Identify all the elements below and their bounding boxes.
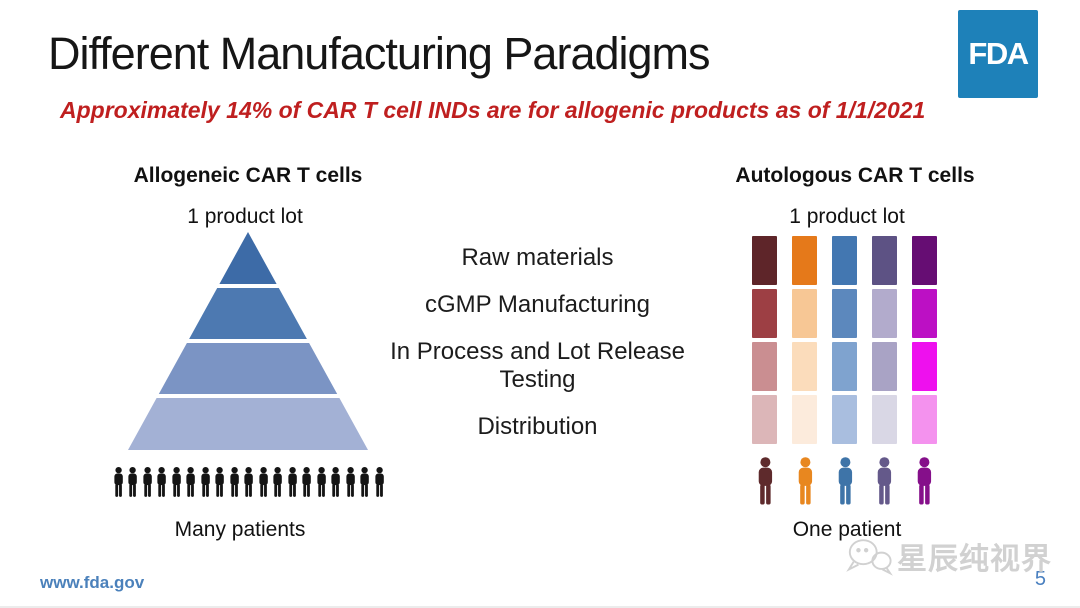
lot-cell: [872, 289, 897, 338]
chat-bubbles-icon: [846, 539, 893, 576]
person-icon: [128, 466, 138, 497]
slide-title: Different Manufacturing Paradigms: [48, 28, 711, 79]
product-lot-grid: [752, 236, 937, 444]
person-icon: [186, 466, 196, 497]
lot-cell: [832, 289, 857, 338]
left-panel-heading: Allogeneic CAR T cells: [133, 164, 363, 187]
left-product-lot-label: 1 product lot: [187, 205, 303, 228]
lot-cell: [752, 289, 777, 338]
person-icon: [143, 466, 152, 497]
person-icon: [758, 457, 773, 505]
lot-cell: [912, 395, 937, 444]
person-icon: [878, 457, 892, 505]
process-label: Distribution: [477, 413, 598, 441]
lot-cell: [792, 395, 817, 444]
lot-cell: [872, 236, 897, 285]
page-number: 5: [1034, 568, 1046, 590]
pyramid-layer: [158, 343, 338, 394]
person-icon: [375, 466, 384, 497]
person-icon: [838, 457, 852, 505]
pyramid-layer: [189, 288, 307, 339]
many-patients-icon-row: [112, 459, 388, 505]
subtitle-note: Approximately 14% of CAR T cell INDs are…: [60, 97, 926, 123]
person-icon: [215, 466, 225, 497]
person-icon: [317, 466, 326, 497]
person-icon: [917, 457, 932, 505]
pyramid-layer: [128, 398, 368, 450]
fda-logo-text: FDA: [968, 36, 1029, 71]
lot-cell: [832, 236, 857, 285]
process-label: In Process and Lot Release Testing: [390, 338, 685, 394]
lot-cell: [792, 236, 817, 285]
person-icon: [302, 466, 312, 497]
right-product-lot-label: 1 product lot: [789, 205, 905, 228]
many-patients-label: Many patients: [174, 518, 306, 541]
fda-logo: FDA: [958, 10, 1038, 98]
pyramid-layer: [219, 232, 277, 284]
person-icon: [346, 466, 355, 497]
pyramid-diagram: [128, 232, 368, 450]
person-icon: [157, 466, 167, 497]
person-icon: [288, 466, 297, 497]
person-icon: [360, 466, 370, 497]
person-icon: [114, 466, 123, 497]
one-patient-icon-row: [752, 457, 938, 505]
lot-cell: [752, 342, 777, 391]
lot-cell: [752, 395, 777, 444]
lot-cell: [792, 342, 817, 391]
person-icon: [331, 466, 341, 497]
process-label: Raw materials: [461, 244, 614, 271]
person-icon: [230, 466, 239, 497]
person-icon: [259, 466, 268, 497]
lot-cell: [872, 395, 897, 444]
right-panel-heading: Autologous CAR T cells: [735, 164, 975, 187]
watermark-text: 星辰纯视界: [897, 543, 1052, 576]
footer-url: www.fda.gov: [40, 573, 145, 592]
watermark: 星辰纯视界: [845, 534, 1052, 578]
lot-cell: [832, 395, 857, 444]
process-label: cGMP Manufacturing: [425, 291, 650, 319]
lot-cell: [752, 236, 777, 285]
lot-cell: [912, 236, 937, 285]
lot-cell: [872, 342, 897, 391]
lot-cell: [912, 289, 937, 338]
person-icon: [172, 466, 181, 497]
lot-cell: [792, 289, 817, 338]
person-icon: [244, 466, 254, 497]
lot-cell: [832, 342, 857, 391]
person-icon: [201, 466, 210, 497]
person-icon: [273, 466, 283, 497]
person-icon: [798, 457, 812, 505]
lot-cell: [912, 342, 937, 391]
process-steps-list: Raw materials cGMP Manufacturing In Proces…: [360, 244, 715, 441]
one-patient-label: One patient: [792, 518, 902, 541]
